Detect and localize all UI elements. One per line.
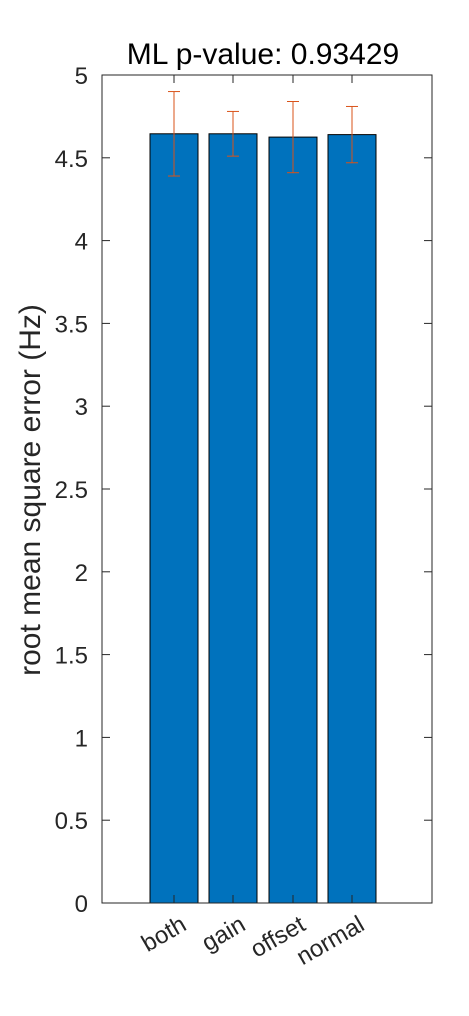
- y-tick-label: 1.5: [55, 643, 88, 670]
- y-tick-label: 3: [75, 394, 88, 421]
- x-tick-label-gain: gain: [197, 911, 250, 957]
- y-tick-label: 2.5: [55, 477, 88, 504]
- y-tick-label: 4: [75, 229, 88, 256]
- y-tick-label: 2: [75, 560, 88, 587]
- bar-normal: [327, 134, 377, 904]
- y-tick-label: 0.5: [55, 808, 88, 835]
- y-tick-label: 1: [75, 725, 88, 752]
- bar-gain: [208, 133, 258, 904]
- bar-offset: [268, 136, 318, 904]
- x-tick-label-normal: normal: [292, 911, 369, 971]
- y-tick-label: 5: [75, 63, 88, 90]
- x-tick-label-both: both: [137, 911, 191, 958]
- y-tick-label: 4.5: [55, 146, 88, 173]
- y-tick-label: 0: [75, 891, 88, 918]
- y-axis-label: root mean square error (Hz): [14, 304, 47, 676]
- bar-both: [149, 133, 199, 904]
- y-tick-label: 3.5: [55, 311, 88, 338]
- chart-title: ML p-value: 0.93429: [127, 38, 399, 71]
